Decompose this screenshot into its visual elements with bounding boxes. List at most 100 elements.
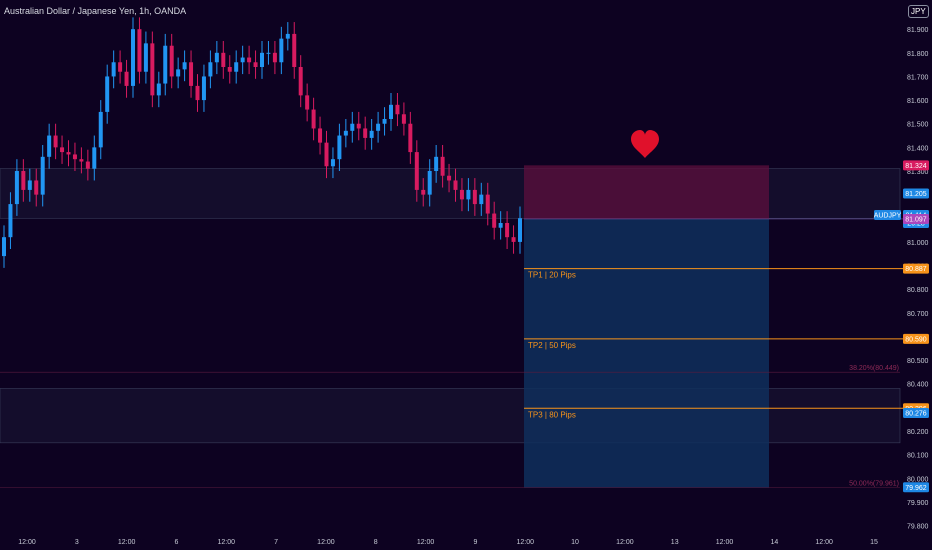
time-tick-label: 14 bbox=[770, 539, 778, 546]
short-position-tool[interactable] bbox=[524, 165, 930, 488]
candle bbox=[176, 69, 181, 77]
time-tick-label: 12:00 bbox=[118, 539, 136, 546]
candle bbox=[40, 156, 45, 195]
candlestick-series bbox=[2, 17, 522, 268]
time-tick-label: 8 bbox=[374, 539, 378, 546]
candle bbox=[137, 29, 142, 72]
price-tick-label: 80.000 bbox=[907, 476, 929, 483]
candle bbox=[27, 180, 32, 190]
candle bbox=[350, 123, 355, 131]
candle bbox=[369, 130, 374, 138]
price-tag bbox=[903, 213, 929, 224]
tp-label: TP2 | 50 Pips bbox=[528, 341, 576, 350]
price-tag bbox=[903, 408, 929, 419]
symbol-tag bbox=[874, 209, 901, 220]
candle bbox=[195, 85, 200, 101]
candle bbox=[260, 52, 264, 67]
price-tick-label: 80.700 bbox=[907, 311, 929, 318]
candle bbox=[169, 45, 174, 77]
candle bbox=[214, 52, 219, 63]
candle bbox=[434, 156, 439, 171]
time-tick-label: 10 bbox=[571, 539, 579, 546]
candle bbox=[201, 76, 206, 101]
candle bbox=[324, 142, 329, 167]
price-tick-label: 81.800 bbox=[907, 51, 929, 58]
time-tick-label: 13 bbox=[671, 539, 679, 546]
candle bbox=[363, 128, 368, 138]
price-tick-label: 81.700 bbox=[907, 74, 929, 81]
candle bbox=[60, 147, 65, 153]
candle bbox=[472, 189, 477, 205]
price-tick-label: 79.800 bbox=[907, 524, 929, 531]
candle bbox=[8, 204, 13, 238]
price-axis[interactable]: 81.900 81.800 81.700 81.600 81.500 81.400 81.3… bbox=[907, 27, 929, 530]
candle bbox=[311, 109, 316, 129]
candle bbox=[79, 159, 84, 162]
time-tick-label: 12:00 bbox=[18, 539, 36, 546]
price-tick-label: 81.600 bbox=[907, 98, 929, 105]
candle bbox=[408, 123, 413, 153]
candle bbox=[518, 218, 522, 242]
candle bbox=[182, 62, 187, 70]
candle bbox=[234, 62, 239, 72]
candle bbox=[292, 33, 297, 67]
candle bbox=[34, 180, 39, 195]
candle bbox=[208, 62, 213, 77]
chart-title: Australian Dollar / Japanese Yen, 1h, OA… bbox=[4, 6, 187, 16]
candle bbox=[118, 62, 123, 72]
candle bbox=[356, 123, 361, 129]
candle bbox=[440, 156, 445, 176]
candle bbox=[47, 135, 52, 157]
time-tick-label: 7 bbox=[274, 539, 278, 546]
price-tick-label: 81.400 bbox=[907, 145, 929, 152]
candle bbox=[337, 135, 342, 160]
price-tick-label: 81.000 bbox=[907, 240, 929, 247]
candle bbox=[247, 57, 252, 63]
take-profit-zone bbox=[524, 218, 769, 488]
candle bbox=[382, 119, 387, 124]
time-tick-label: 12:00 bbox=[716, 539, 734, 546]
price-tick-label: 81.500 bbox=[907, 122, 929, 129]
candle bbox=[447, 175, 452, 181]
time-tick-label: 12:00 bbox=[616, 539, 634, 546]
candle bbox=[279, 38, 284, 63]
price-tick-label: 80.100 bbox=[907, 453, 929, 460]
candle bbox=[92, 147, 97, 169]
candle bbox=[2, 237, 6, 257]
time-axis[interactable]: 12:00 3 12:00 6 12:00 7 12:00 8 12:00 9 12:00 10 12:… bbox=[18, 539, 878, 546]
time-tick-label: 15 bbox=[870, 539, 878, 546]
candle bbox=[466, 189, 471, 200]
candle bbox=[143, 43, 148, 72]
currency-badge[interactable]: JPY bbox=[908, 5, 929, 18]
candle bbox=[66, 152, 71, 155]
candle bbox=[511, 237, 516, 242]
symbol-tag-label: AUDJPY bbox=[874, 212, 902, 219]
price-tag bbox=[903, 482, 929, 493]
time-tick-label: 12:00 bbox=[317, 539, 335, 546]
time-tick-label: 6 bbox=[175, 539, 179, 546]
price-tags: 81.32481.20581.11426:28AUDJPY81.09780.88… bbox=[874, 160, 929, 493]
candle bbox=[485, 194, 490, 214]
price-tick-label: 80.800 bbox=[907, 287, 929, 294]
candle bbox=[343, 130, 348, 136]
candle bbox=[414, 152, 419, 190]
fib-label: 50.00%(79.961) bbox=[849, 480, 899, 487]
target-lines: TP1 | 20 Pips TP2 | 50 Pips TP3 | 80 Pips 3… bbox=[0, 268, 903, 488]
time-tick-label: 12:00 bbox=[815, 539, 833, 546]
time-tick-label: 12:00 bbox=[417, 539, 435, 546]
candle bbox=[111, 62, 116, 77]
candle bbox=[124, 71, 129, 86]
price-tick-label: 80.200 bbox=[907, 429, 929, 436]
candle bbox=[427, 171, 432, 195]
candle bbox=[421, 189, 426, 195]
tp-label: TP1 | 20 Pips bbox=[528, 271, 576, 280]
time-tick-label: 9 bbox=[473, 539, 477, 546]
candle bbox=[479, 194, 484, 205]
price-tick-label: 79.900 bbox=[907, 500, 929, 507]
candle bbox=[389, 104, 393, 119]
candle bbox=[14, 171, 19, 205]
price-tick-label: 81.900 bbox=[907, 27, 929, 34]
candle bbox=[266, 52, 271, 54]
time-tick-label: 3 bbox=[75, 539, 79, 546]
